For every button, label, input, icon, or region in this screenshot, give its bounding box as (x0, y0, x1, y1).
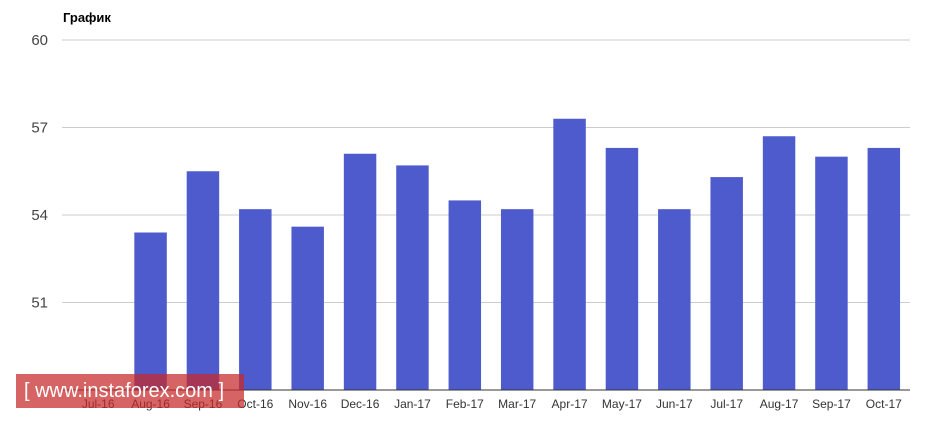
x-tick-label: May-17 (602, 397, 642, 411)
x-tick-label: Aug-17 (760, 397, 799, 411)
watermark-logo: [ www.instaforex.com ] (16, 374, 244, 408)
bar-nov-16 (291, 226, 324, 390)
bar-oct-17 (867, 147, 901, 390)
x-tick-label: Oct-16 (237, 397, 273, 411)
x-tick-label: Oct-17 (866, 397, 902, 411)
x-tick-label: Jun-17 (656, 397, 693, 411)
bar-aug-17 (762, 136, 796, 390)
chart-title: График (63, 10, 111, 25)
x-tick-label: Sep-17 (812, 397, 851, 411)
y-tick-label: 57 (31, 120, 48, 137)
bar-sep-16 (186, 171, 220, 390)
y-tick-label: 60 (31, 32, 48, 49)
x-tick-label: Apr-17 (552, 397, 588, 411)
bar-jul-17 (710, 177, 743, 390)
bar-feb-17 (448, 200, 482, 390)
x-tick-label: Jul-17 (710, 397, 743, 411)
x-tick-label: Nov-16 (288, 397, 327, 411)
bar-sep-17 (815, 156, 848, 390)
bar-dec-16 (343, 153, 377, 390)
y-tick-label: 54 (31, 207, 48, 224)
bar-aug-16 (134, 232, 167, 390)
bar-apr-17 (553, 118, 586, 390)
x-tick-label: Dec-16 (341, 397, 380, 411)
bar-jan-17 (396, 165, 429, 390)
y-tick-label: 51 (31, 295, 48, 312)
bar-jun-17 (658, 209, 691, 390)
bar-oct-16 (239, 209, 272, 390)
y-axis-ticks: 51 54 57 60 (31, 32, 48, 312)
x-tick-label: Mar-17 (498, 397, 536, 411)
x-tick-label: Feb-17 (446, 397, 484, 411)
bars (134, 118, 901, 390)
x-tick-label: Jan-17 (394, 397, 431, 411)
bar-mar-17 (500, 209, 534, 390)
bar-may-17 (605, 147, 639, 390)
